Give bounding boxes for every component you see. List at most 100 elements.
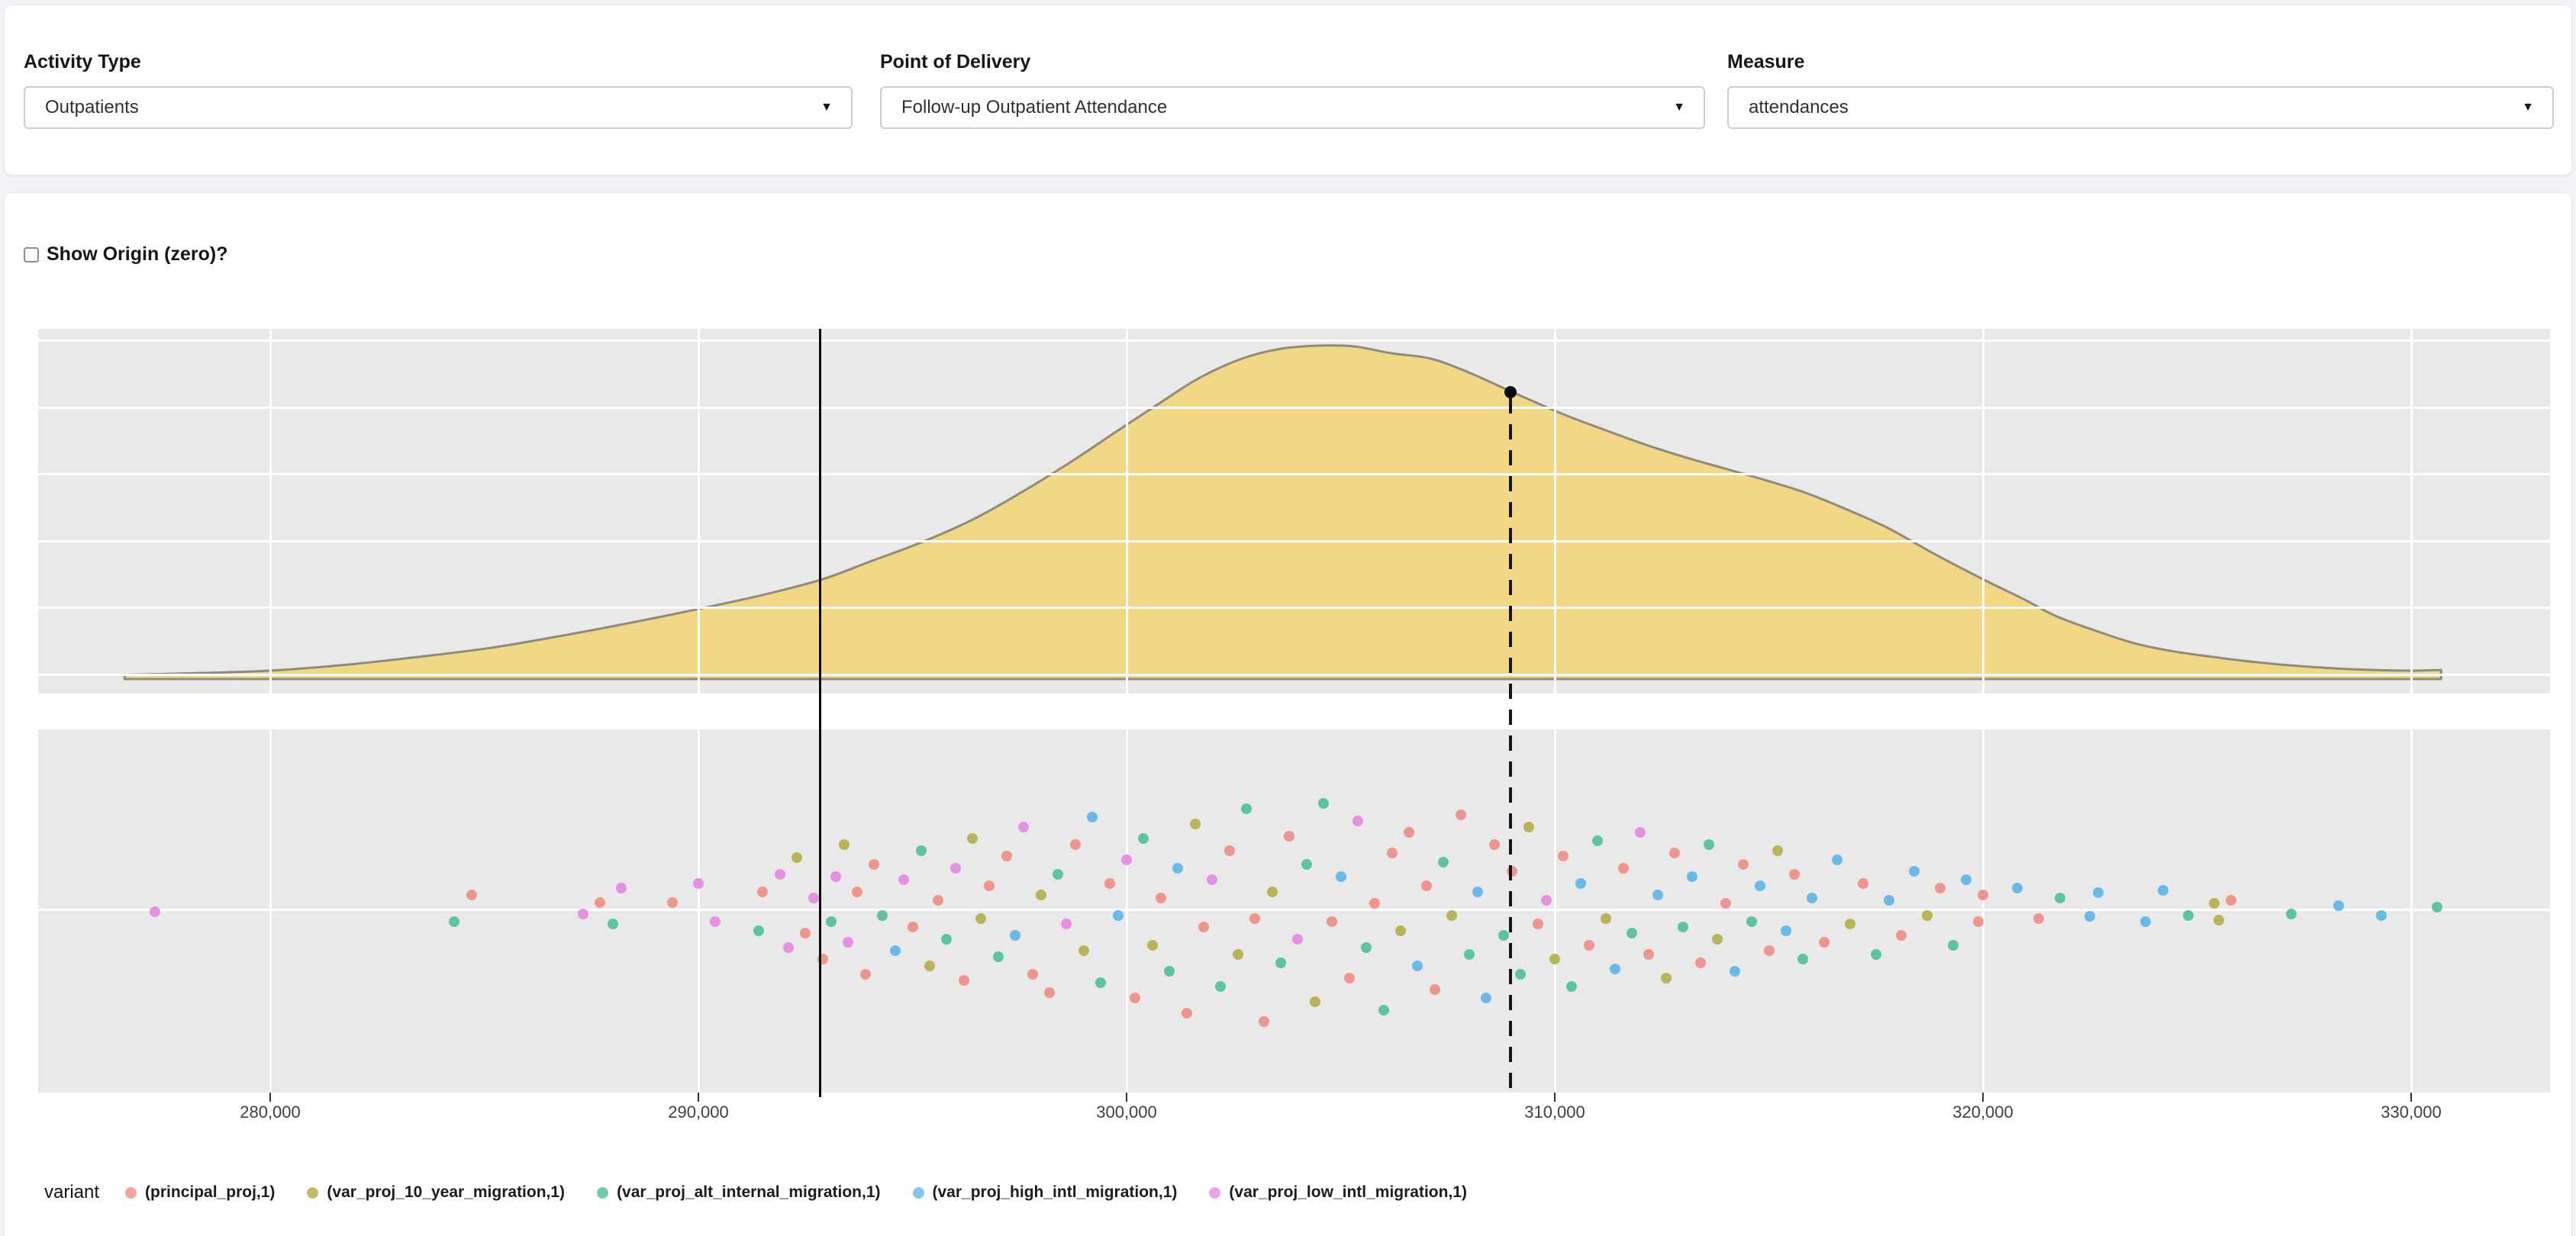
- strip-point: [1361, 941, 1372, 953]
- strip-point: [1266, 886, 1278, 897]
- strip-point: [1241, 803, 1253, 815]
- strip-point: [851, 886, 862, 897]
- strip-point: [1146, 939, 1158, 951]
- strip-point: [1845, 918, 1856, 929]
- strip-point: [1797, 954, 1809, 965]
- strip-point: [808, 892, 820, 903]
- x-gridline: [269, 729, 272, 1093]
- x-tick-label: 280,000: [240, 1102, 301, 1122]
- legend-swatch: [912, 1186, 924, 1199]
- strip-point: [1258, 1016, 1269, 1028]
- measure-value: attendances: [1749, 97, 1849, 117]
- legend-item[interactable]: (var_proj_high_intl_migration,1): [912, 1183, 1177, 1202]
- strip-point: [1301, 859, 1312, 871]
- strip-point: [2093, 887, 2104, 899]
- strip-point: [1053, 868, 1064, 880]
- show-origin-checkbox[interactable]: [24, 246, 39, 262]
- x-tick-mark: [1126, 1093, 1127, 1102]
- strip-point: [1087, 812, 1098, 823]
- y-gridline: [38, 607, 2550, 609]
- projection-reference-line: [1508, 398, 1512, 1097]
- x-gridline: [1125, 329, 1128, 694]
- strip-point: [1694, 957, 1706, 968]
- strip-point: [1198, 922, 1209, 933]
- strip-point: [710, 916, 721, 927]
- activity-type-select[interactable]: Outpatients ▼: [24, 86, 853, 129]
- strip-point: [1395, 925, 1407, 936]
- strip-point: [1934, 883, 1946, 894]
- strip-point: [791, 851, 803, 863]
- legend-item[interactable]: (var_proj_alt_internal_migration,1): [597, 1183, 881, 1202]
- strip-point: [958, 975, 969, 986]
- x-gridline: [1125, 729, 1128, 1093]
- strip-point: [1947, 939, 1959, 951]
- strip-point: [800, 928, 811, 938]
- strip-point: [1549, 954, 1560, 965]
- y-gridline: [38, 473, 2550, 475]
- legend-swatch: [125, 1186, 137, 1199]
- strip-point: [1806, 892, 1817, 903]
- legend-swatch: [307, 1186, 319, 1199]
- strip-point: [1729, 965, 1740, 977]
- strip-panel: [38, 729, 2550, 1093]
- strip-point: [1703, 838, 1714, 850]
- strip-point: [949, 862, 961, 874]
- strip-point: [1069, 838, 1081, 850]
- strip-center-gridline: [38, 909, 2550, 911]
- x-tick-mark: [1554, 1093, 1556, 1102]
- legend-item[interactable]: (var_proj_low_intl_migration,1): [1209, 1183, 1467, 1202]
- strip-point: [1857, 877, 1868, 889]
- strip-point: [1870, 948, 1881, 960]
- x-gridline: [697, 329, 700, 694]
- legend-label: (var_proj_alt_internal_migration,1): [617, 1183, 881, 1201]
- strip-point: [2084, 911, 2096, 922]
- strip-point: [838, 838, 850, 850]
- strip-point: [1327, 916, 1338, 927]
- strip-point: [1138, 833, 1149, 844]
- chevron-down-icon: ▼: [2522, 101, 2534, 114]
- x-tick-mark: [698, 1093, 699, 1102]
- strip-point: [933, 894, 944, 906]
- plot-card: Show Origin (zero)? 280,000 290,000 300,00…: [4, 192, 2572, 1236]
- strip-point: [2226, 894, 2237, 906]
- strip-point: [1712, 933, 1723, 945]
- strip-point: [667, 896, 679, 908]
- strip-point: [1352, 815, 1363, 826]
- strip-point: [1566, 980, 1578, 992]
- measure-select[interactable]: attendances ▼: [1727, 86, 2554, 129]
- strip-point: [1335, 871, 1346, 882]
- strip-point: [1420, 880, 1432, 891]
- strip-point: [594, 896, 605, 908]
- strip-point: [1044, 987, 1056, 998]
- strip-point: [1207, 874, 1218, 886]
- strip-point: [449, 916, 460, 927]
- x-gridline: [1981, 329, 1984, 694]
- legend-item[interactable]: (principal_proj,1): [125, 1183, 275, 1202]
- strip-point: [577, 909, 588, 920]
- strip-point: [915, 845, 927, 856]
- strip-point: [2285, 909, 2297, 920]
- strip-point: [1155, 892, 1166, 903]
- legend-item[interactable]: (var_proj_10_year_migration,1): [307, 1183, 565, 1202]
- strip-point: [1386, 847, 1398, 858]
- strip-point: [843, 937, 854, 948]
- strip-point: [1018, 821, 1030, 832]
- strip-point: [1275, 957, 1286, 968]
- strip-point: [1181, 1008, 1192, 1019]
- strip-point: [1224, 845, 1235, 856]
- strip-point: [1558, 851, 1569, 862]
- x-tick-label: 330,000: [2381, 1102, 2442, 1122]
- point-of-delivery-select[interactable]: Follow-up Outpatient Attendance ▼: [880, 86, 1705, 129]
- strip-point: [1378, 1004, 1389, 1016]
- strip-point: [1284, 830, 1295, 842]
- strip-point: [2333, 900, 2344, 912]
- strip-point: [1540, 894, 1552, 906]
- strip-point: [1215, 980, 1227, 992]
- strip-point: [907, 922, 918, 933]
- point-of-delivery-label: Point of Delivery: [880, 51, 1031, 72]
- filter-point-of-delivery: Point of Delivery Follow-up Outpatient A…: [880, 5, 1705, 175]
- strip-point: [1035, 890, 1046, 901]
- strip-point: [1960, 874, 1971, 886]
- strip-point: [757, 886, 769, 897]
- strip-point: [1309, 996, 1320, 1007]
